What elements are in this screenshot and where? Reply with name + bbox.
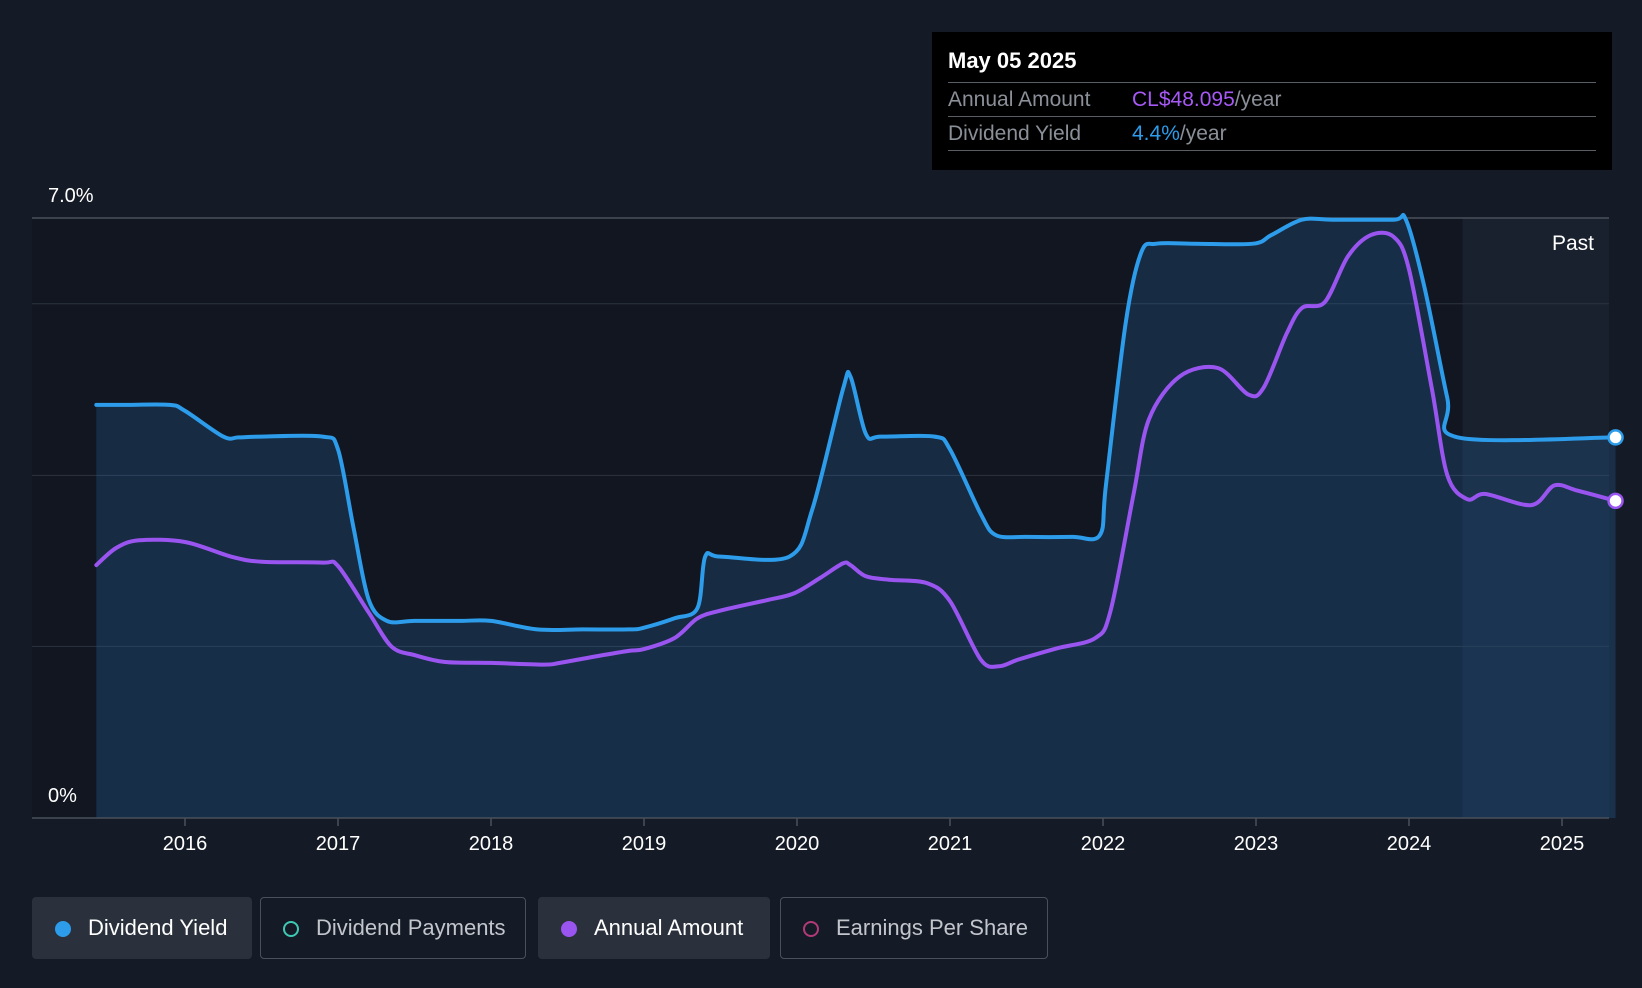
tooltip-yield-label: Dividend Yield	[948, 122, 1082, 145]
x-tick-label: 2024	[1387, 833, 1432, 855]
annual-amount-end-marker[interactable]	[1607, 492, 1624, 510]
annual-amount-area	[96, 232, 1616, 818]
x-tick-label: 2021	[928, 833, 973, 855]
legend-dividend-payments[interactable]: Dividend Payments	[260, 897, 526, 959]
tooltip-annual-value: CL$48.095	[1132, 88, 1235, 111]
tooltip-annual-unit: /year	[1234, 88, 1282, 111]
x-tick-label: 2023	[1234, 833, 1279, 855]
dividend-yield-end-marker[interactable]	[1607, 429, 1624, 446]
series-lines	[94, 212, 1618, 669]
legend-label: Dividend Payments	[316, 915, 506, 940]
x-tick-label: 2019	[622, 833, 667, 855]
legend-label: Earnings Per Share	[836, 915, 1028, 940]
legend-ring-icon	[803, 921, 819, 937]
tooltip: May 05 2025 Annual Amount CL$48.095/year…	[932, 32, 1612, 170]
series-areas	[96, 214, 1616, 818]
plot-background	[32, 218, 1609, 818]
legend-label: Dividend Yield	[88, 915, 228, 940]
past-region	[1462, 218, 1609, 818]
legend-ring-icon	[283, 921, 299, 937]
x-tick-label: 2025	[1540, 833, 1585, 855]
legend-dividend-yield[interactable]: Dividend Yield	[32, 897, 252, 959]
dividend-yield-area	[96, 214, 1616, 818]
tooltip-annual-row: Annual Amount CL$48.095/year	[948, 82, 1596, 116]
x-tick-label: 2017	[316, 833, 361, 855]
x-axis-ticks: 2016 2017 2018 2019 2020 2021 2022 2023 2024 2025	[163, 818, 1585, 855]
x-tick-label: 2020	[775, 833, 820, 855]
tooltip-yield-row: Dividend Yield 4.4%/year	[948, 116, 1596, 151]
x-tick-label: 2018	[469, 833, 514, 855]
y-axis-top-label: 7.0%	[48, 185, 94, 207]
legend-annual-amount[interactable]: Annual Amount	[538, 897, 770, 959]
tooltip-yield-unit: /year	[1179, 122, 1227, 145]
end-markers	[1607, 429, 1624, 510]
tooltip-yield-value-wrap: 4.4%/year	[1132, 117, 1227, 150]
x-tick-label: 2016	[163, 833, 208, 855]
dividend-yield-line	[94, 212, 1618, 633]
past-label: Past	[1552, 232, 1594, 255]
tooltip-yield-value: 4.4%	[1132, 122, 1180, 145]
legend-label: Annual Amount	[594, 915, 744, 940]
tooltip-annual-value-wrap: CL$48.095/year	[1132, 83, 1281, 116]
legend-earnings-per-share[interactable]: Earnings Per Share	[780, 897, 1048, 959]
annual-amount-line	[94, 230, 1618, 669]
x-tick-label: 2022	[1081, 833, 1126, 855]
y-axis-bottom-label: 0%	[48, 785, 77, 807]
tooltip-date: May 05 2025	[948, 48, 1077, 73]
legend-dot-icon	[561, 921, 577, 937]
legend-dot-icon	[55, 921, 71, 937]
tooltip-annual-label: Annual Amount	[948, 88, 1091, 111]
